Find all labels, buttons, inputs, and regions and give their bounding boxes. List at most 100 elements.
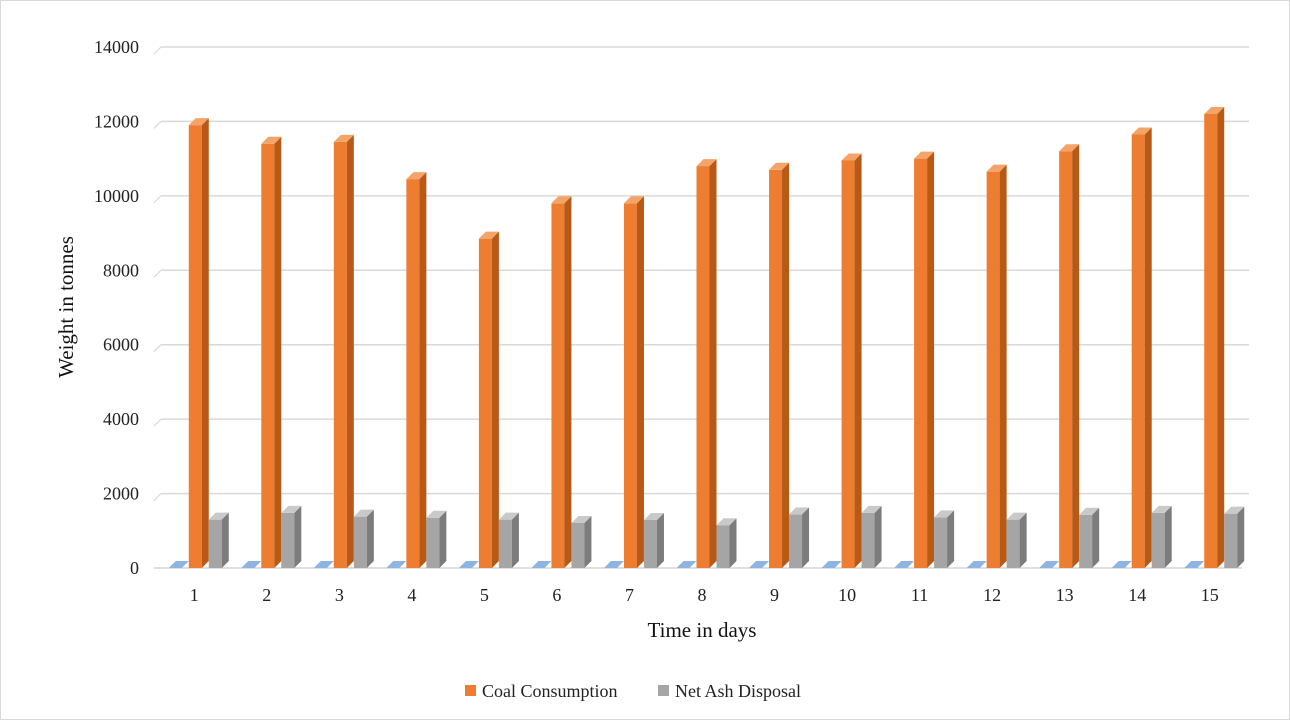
bar-front [261,143,275,568]
bar-side [874,505,882,568]
bar-front [1059,151,1073,568]
bar [603,561,624,568]
bar-top [676,561,697,568]
bar-top [696,159,717,167]
gridline-depth [153,121,162,129]
bar-top [1079,507,1100,515]
y-tick-label: 8000 [103,260,139,280]
y-tick-label: 10000 [94,186,139,206]
bar-top [966,561,987,568]
bar-side [947,510,955,568]
bar-side [511,512,519,568]
bar-top [281,505,302,513]
bar-side [1092,507,1100,568]
bar-top [208,512,229,520]
bar [769,162,790,569]
x-tick-label: 5 [480,585,489,605]
bar-top [861,505,882,513]
bar [821,561,842,568]
bar-top [1111,561,1132,568]
bar-side [1164,505,1172,568]
bar-top [603,561,624,568]
bar-top [531,561,552,568]
x-tick-label: 3 [335,585,344,605]
bar-top [1006,512,1027,520]
bar [188,118,209,569]
bar-front [1224,513,1238,568]
bar-front [643,519,657,568]
x-tick-label: 8 [698,585,707,605]
bar-top [188,118,209,126]
bar-front [333,141,347,568]
bar [1006,512,1027,568]
bar [1039,561,1060,568]
bar-side [419,172,427,568]
legend-swatch-net-ash-disposal [658,685,669,696]
bar-side [729,518,737,568]
bar-top [821,561,842,568]
bar-front [769,169,783,569]
bar [426,510,447,568]
bar-side [1237,506,1245,568]
bar [643,512,664,568]
bar-side [491,231,499,568]
bar-front [914,158,928,568]
x-tick-label: 10 [838,585,856,605]
bar-side [709,159,717,569]
legend-label-net-ash-disposal: Net Ash Disposal [675,681,801,701]
bar-top [1151,505,1172,513]
bar-front [861,512,875,568]
bar [1184,561,1205,568]
x-axis-ticks: 1 2 3 4 5 6 7 8 9 10 11 12 13 14 15 [190,585,1219,605]
bar-side [782,162,790,569]
gridline-depth [153,418,162,427]
y-tick-label: 0 [130,558,139,578]
bar-top [623,196,644,204]
bar-front [986,171,1000,569]
bar [1079,507,1100,568]
bar-side [201,118,209,569]
bar [458,561,479,568]
bar-top [1059,144,1080,152]
gridline-depth [153,269,162,278]
bar-side [999,164,1007,569]
bar-side [564,196,572,569]
bar [696,159,717,569]
bar-top [168,561,189,568]
x-tick-label: 11 [911,585,928,605]
bar-side [221,512,229,568]
bar-front [841,160,855,568]
bar [168,561,189,568]
legend-label-coal-consumption: Coal Consumption [482,681,618,701]
bar [789,507,810,568]
bar-top [789,507,810,515]
bar-side [1019,512,1027,568]
bar-front [1079,514,1093,568]
bar [914,151,935,568]
y-axis-ticks: 0 2000 4000 6000 8000 10000 12000 14000 [94,37,139,578]
bar [1111,561,1132,568]
bar-front [1204,113,1218,568]
x-tick-label: 7 [625,585,634,605]
bar-front [716,525,730,568]
bars [168,106,1245,569]
x-tick-label: 12 [983,585,1001,605]
bar-top [894,561,915,568]
bar [313,561,334,568]
bar [749,561,770,568]
bar [353,509,374,568]
gridline-depth [153,46,162,55]
bar [716,518,737,568]
bar-top [1039,561,1060,568]
bar-front [789,514,803,568]
bar [281,505,302,568]
bar-top [1204,106,1225,114]
y-tick-label: 6000 [103,335,139,355]
bar [966,561,987,568]
bar-top [769,162,790,170]
gridline-depth [153,195,162,204]
bar [333,134,354,568]
bar-top [716,518,737,526]
bar [406,172,427,568]
